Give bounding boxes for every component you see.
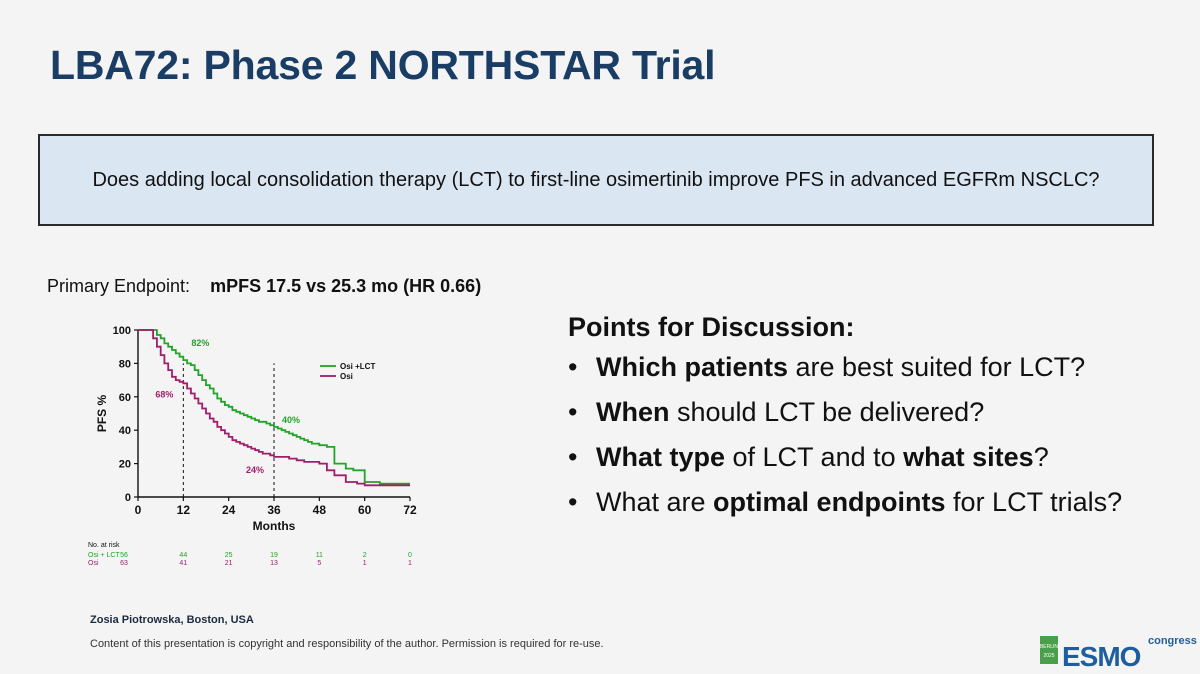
discussion-heading: Points for Discussion: — [568, 312, 855, 342]
km-curve — [138, 329, 410, 487]
logo-badge — [1040, 636, 1058, 664]
discussion-panel: Points for Discussion: • Which patients a… — [568, 312, 1122, 525]
curve-annotation: 40% — [282, 415, 300, 425]
risk-cell: 11 — [316, 552, 323, 559]
esmo-congress-logo: BERLIN 2025 ESMO congress — [1040, 635, 1197, 672]
discussion-text: What are — [596, 487, 714, 517]
x-axis-label: Months — [253, 519, 296, 533]
discussion-emphasis: Which patients — [596, 352, 789, 382]
page-title: LBA72: Phase 2 NORTHSTAR Trial — [50, 42, 716, 88]
curve-annotation: 24% — [246, 465, 264, 475]
endpoint-value: mPFS 17.5 vs 25.3 mo (HR 0.66) — [210, 276, 482, 296]
bullet-dot: • — [568, 442, 578, 472]
y-tick-label: 40 — [119, 425, 131, 437]
risk-cell: 63 — [120, 560, 128, 567]
x-tick-label: 60 — [358, 503, 372, 517]
copyright-notice: Content of this presentation is copyrigh… — [90, 638, 604, 650]
risk-cell: 21 — [225, 560, 233, 567]
y-tick-label: 20 — [119, 459, 131, 471]
legend-label: Osi — [340, 372, 353, 381]
y-tick-label: 60 — [119, 392, 131, 404]
discussion-text: are best suited for LCT? — [788, 352, 1086, 382]
risk-cell: 0 — [408, 552, 412, 559]
logo-suffix: congress — [1148, 635, 1197, 647]
primary-endpoint: Primary Endpoint: mPFS 17.5 vs 25.3 mo (H… — [47, 276, 481, 297]
discussion-item: • What are optimal endpoints for LCT tria… — [568, 480, 1122, 525]
logo-city: BERLIN — [1040, 644, 1058, 650]
discussion-text: ? — [1033, 442, 1049, 472]
risk-cell: 2 — [363, 552, 367, 559]
discussion-text: should LCT be delivered? — [669, 397, 985, 427]
discussion-list: • Which patients are best suited for LCT?… — [568, 345, 1122, 525]
discussion-text: for LCT trials? — [945, 487, 1123, 517]
x-tick-label: 36 — [267, 503, 281, 517]
endpoint-label: Primary Endpoint: — [47, 276, 191, 296]
discussion-item: • When should LCT be delivered? — [568, 390, 1122, 435]
curve-annotation: 82% — [191, 338, 209, 348]
risk-cell: 25 — [225, 552, 233, 559]
y-axis-label: PFS % — [95, 395, 109, 433]
discussion-emphasis: When — [596, 397, 670, 427]
risk-row-label: Osi + LCT — [88, 552, 120, 559]
x-tick-label: 12 — [177, 503, 191, 517]
risk-cell: 1 — [408, 560, 412, 567]
bullet-dot: • — [568, 397, 578, 427]
risk-cell: 41 — [179, 560, 187, 567]
question-box: Does adding local consolidation therapy … — [38, 134, 1154, 226]
author-credit: Zosia Piotrowska, Boston, USA — [90, 614, 254, 626]
risk-cell: 5 — [317, 560, 321, 567]
logo-brand: ESMO — [1062, 641, 1141, 672]
discussion-item: • What type of LCT and to what sites? — [568, 435, 1122, 480]
risk-cell: 56 — [120, 552, 128, 559]
x-tick-label: 24 — [222, 503, 236, 517]
discussion-text: of LCT and to — [725, 442, 904, 472]
risk-row-label: Osi — [88, 560, 99, 567]
y-tick-label: 100 — [113, 325, 131, 337]
x-tick-label: 0 — [135, 503, 142, 517]
risk-cell: 13 — [270, 560, 278, 567]
discussion-item: • Which patients are best suited for LCT? — [568, 345, 1122, 390]
risk-cell: 44 — [179, 552, 187, 559]
bullet-dot: • — [568, 487, 578, 517]
curve-annotation: 68% — [155, 389, 173, 399]
risk-table-title: No. at risk — [88, 542, 120, 549]
km-curve — [138, 329, 410, 485]
discussion-emphasis: optimal endpoints — [713, 487, 946, 517]
discussion-emphasis: what sites — [903, 442, 1034, 472]
y-tick-label: 0 — [125, 492, 131, 504]
x-tick-label: 72 — [403, 503, 417, 517]
discussion-emphasis: What type — [596, 442, 726, 472]
question-text: Does adding local consolidation therapy … — [92, 168, 1100, 191]
risk-cell: 19 — [270, 552, 278, 559]
logo-year: 2025 — [1043, 653, 1054, 659]
legend-label: Osi +LCT — [340, 362, 375, 371]
bullet-dot: • — [568, 352, 578, 382]
x-tick-label: 48 — [313, 503, 327, 517]
y-tick-label: 80 — [119, 358, 131, 370]
risk-cell: 1 — [363, 560, 367, 567]
